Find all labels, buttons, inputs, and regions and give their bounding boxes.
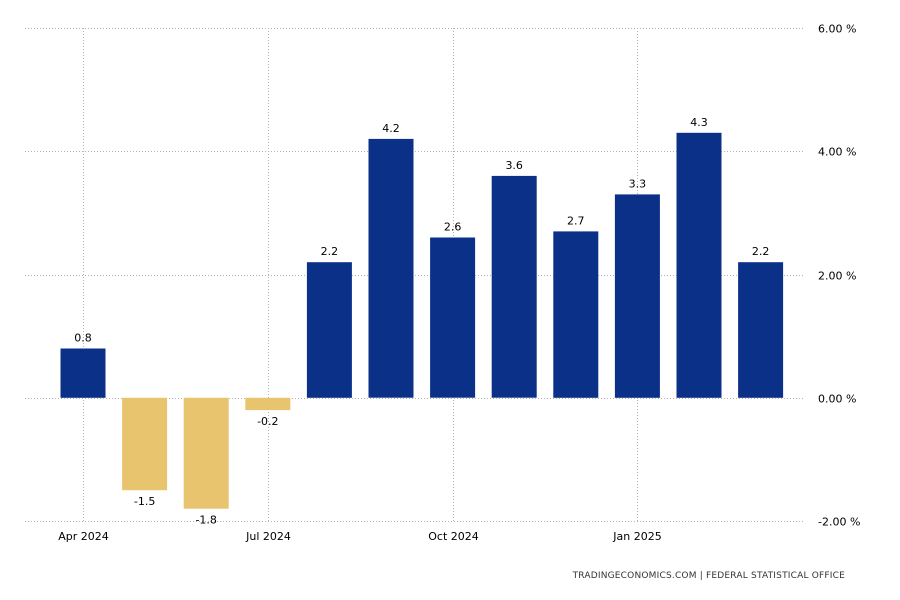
data-label: 0.8 [74, 332, 92, 345]
bar[interactable] [738, 262, 784, 398]
x-tick-label: Oct 2024 [428, 530, 479, 543]
bar[interactable] [183, 397, 229, 509]
data-label: -1.5 [134, 495, 155, 508]
y-tick-label: 6.00 % [818, 23, 856, 36]
x-axis-ticks: Apr 2024 Jul 2024 Oct 2024 Jan 2025 [58, 530, 661, 543]
source-attribution: TRADINGECONOMICS.COM | FEDERAL STATISTIC… [572, 571, 845, 581]
data-label: 3.6 [505, 159, 523, 172]
bar[interactable] [430, 237, 476, 398]
x-tick-label: Apr 2024 [58, 530, 109, 543]
y-tick-label: 2.00 % [818, 270, 856, 283]
bar[interactable] [245, 397, 291, 411]
bar[interactable] [60, 348, 106, 398]
x-tick-label: Jul 2024 [245, 530, 291, 543]
bar[interactable] [368, 138, 414, 398]
data-label: 3.3 [629, 177, 647, 190]
data-label: 2.2 [752, 245, 770, 258]
data-label-layer: 0.8 -1.5 -1.8 -0.2 2.2 4.2 2.6 3.6 2.7 3.3 4.3 2.2 [74, 116, 769, 527]
data-label: 4.3 [690, 116, 708, 129]
bar[interactable] [553, 231, 599, 398]
data-label: 2.7 [567, 214, 585, 227]
y-axis-ticks: -2.00 % 0.00 % 2.00 % 4.00 % 6.00 % [818, 23, 860, 529]
bar[interactable] [306, 262, 352, 398]
y-tick-label: 4.00 % [818, 146, 856, 159]
bar[interactable] [491, 175, 537, 398]
y-tick-label: 0.00 % [818, 393, 856, 406]
bar[interactable] [676, 132, 722, 398]
y-tick-label: -2.00 % [818, 516, 860, 529]
bar[interactable] [614, 194, 660, 398]
bar[interactable] [122, 397, 168, 491]
data-label: 2.2 [321, 245, 339, 258]
bar-layer [60, 132, 784, 509]
data-label: 2.6 [444, 221, 462, 234]
data-label: -1.8 [195, 514, 216, 527]
data-label: -0.2 [257, 415, 278, 428]
data-label: 4.2 [382, 122, 400, 135]
x-tick-label: Jan 2025 [612, 530, 661, 543]
